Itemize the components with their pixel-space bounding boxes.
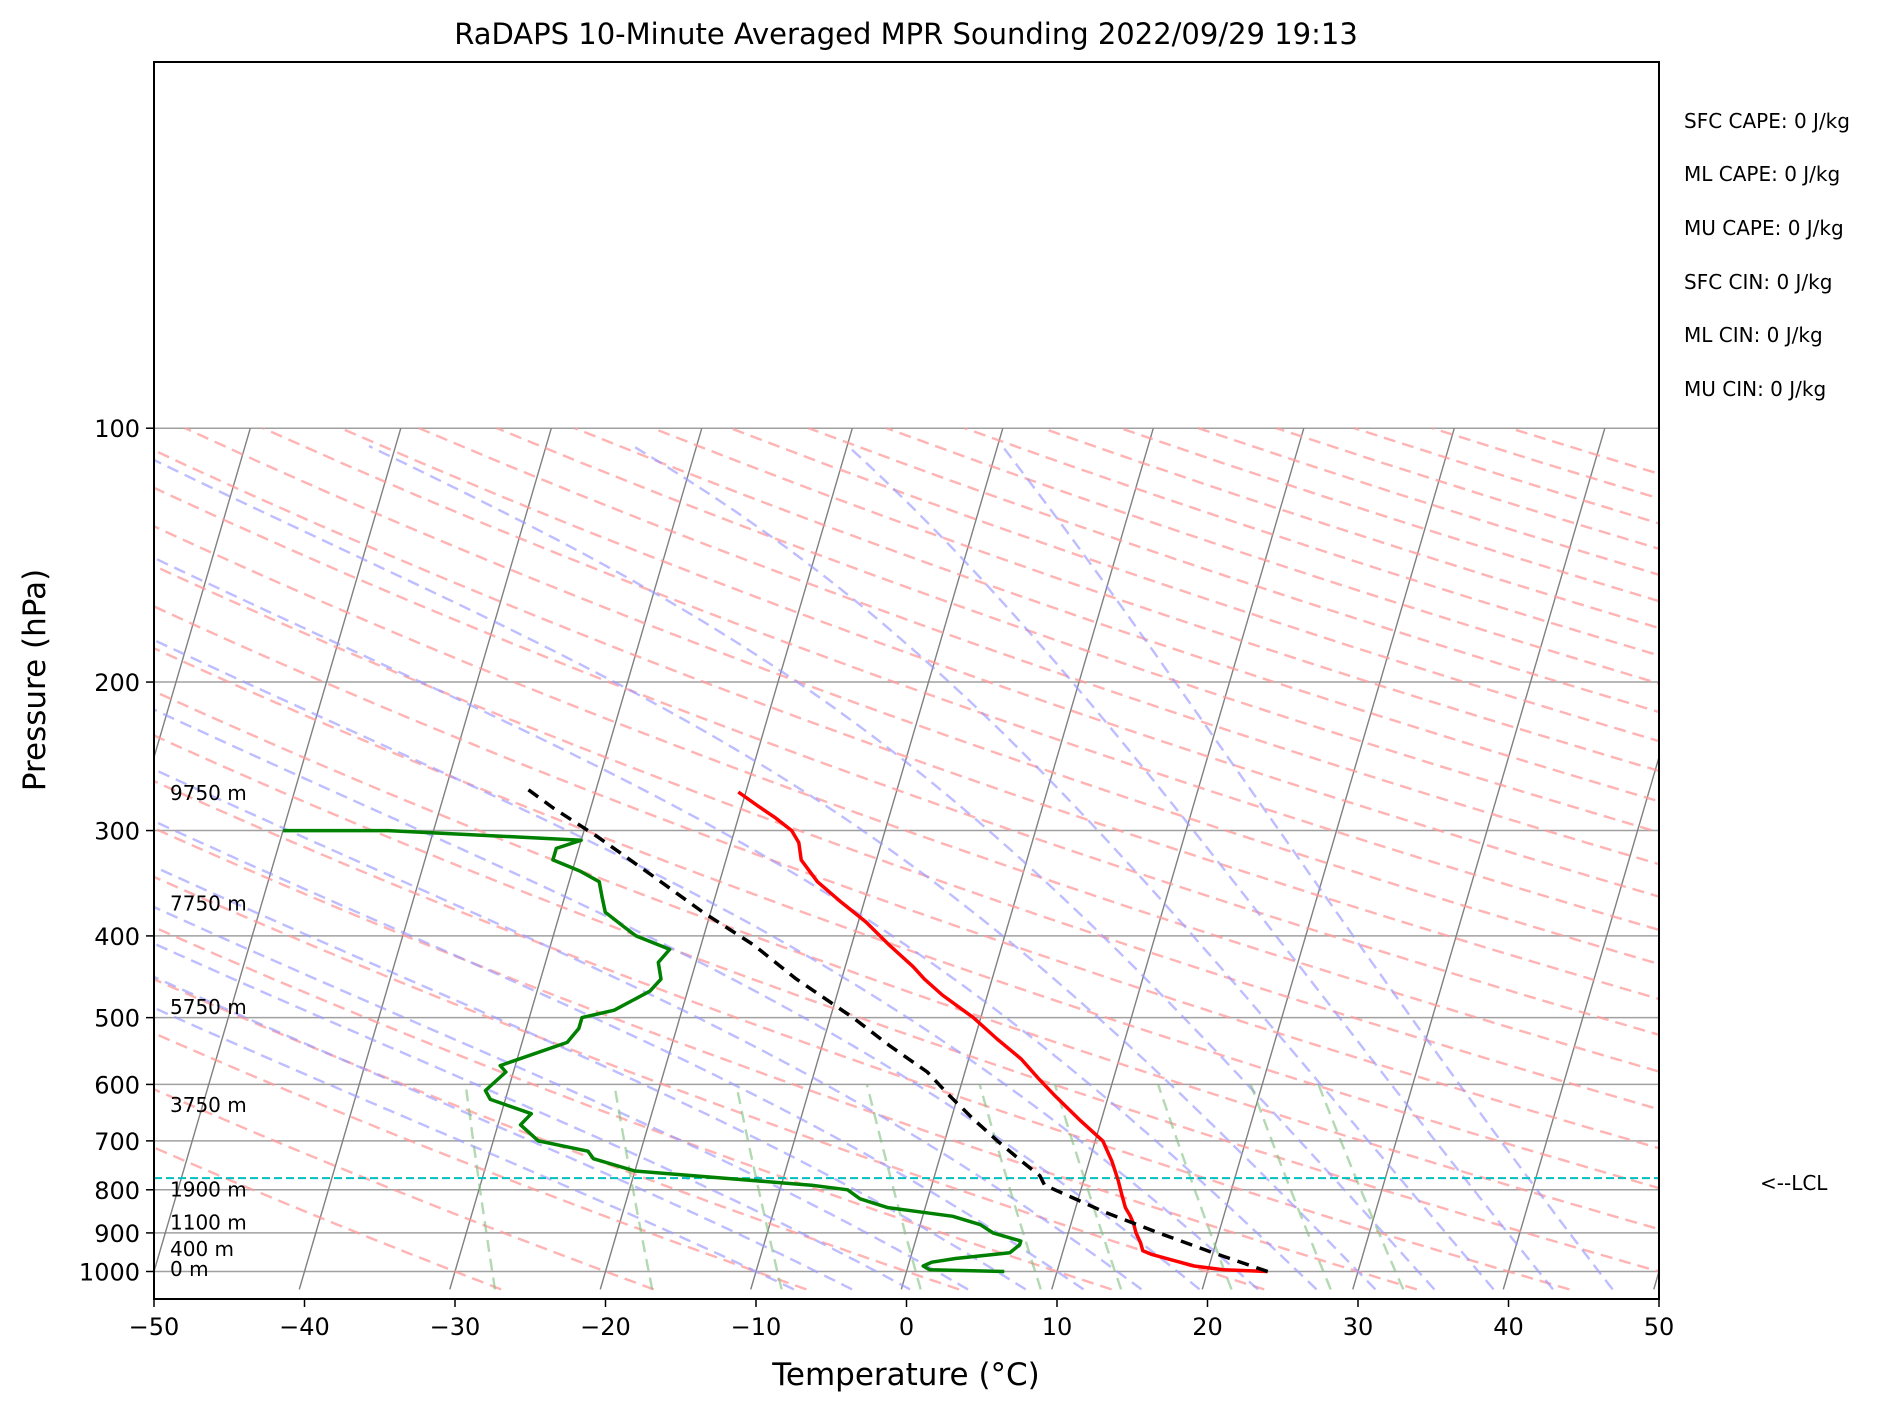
isotherm-line <box>449 428 703 1290</box>
moist-adiabat <box>154 1006 795 1291</box>
mixing-ratio-lines <box>464 1083 1405 1290</box>
x-tick-label: −50 <box>129 1313 180 1341</box>
mixing-ratio-line <box>1249 1083 1332 1290</box>
y-tick-label: 500 <box>94 1005 140 1033</box>
moist-adiabat <box>154 975 853 1291</box>
moist-adiabat <box>632 445 1495 1291</box>
stability-indices: SFC CAPE: 0 J/kg ML CAPE: 0 J/kg MU CAPE… <box>1684 109 1850 401</box>
mixing-ratio-line <box>1053 1084 1123 1290</box>
mixing-ratio-line <box>978 1084 1042 1290</box>
dry-adiabat <box>154 564 1659 1111</box>
height-labels: 9750 m 7750 m 5750 m 3750 m 1900 m 1100 m400 … <box>170 781 247 1281</box>
x-tick-label: −20 <box>580 1313 631 1341</box>
dry-adiabat <box>154 734 1659 1273</box>
dry-adiabat <box>154 486 1659 1037</box>
dry-adiabat <box>154 448 1659 1001</box>
x-tick-label: 0 <box>899 1313 914 1341</box>
moist-adiabat <box>154 638 1259 1291</box>
mixing-ratio-line <box>613 1084 654 1290</box>
height-label: 0 m <box>170 1257 209 1281</box>
isotherm-line <box>1051 428 1305 1290</box>
sfc-cape-text: SFC CAPE: 0 J/kg <box>1684 109 1850 133</box>
mixing-ratio-line <box>464 1084 497 1290</box>
isotherm-line <box>750 428 1004 1290</box>
mu-cin-text: MU CIN: 0 J/kg <box>1684 377 1826 401</box>
dry-adiabat <box>418 427 1659 866</box>
height-label: 1100 m <box>170 1211 247 1235</box>
y-tick-label: 1000 <box>79 1259 140 1287</box>
x-tick-label: 20 <box>1192 1313 1223 1341</box>
ml-cin-text: ML CIN: 0 J/kg <box>1684 323 1823 347</box>
height-label: 5750 m <box>170 995 247 1019</box>
moist-adiabat <box>154 819 1085 1291</box>
x-tick-label: 50 <box>1644 1313 1675 1341</box>
height-label: 9750 m <box>170 781 247 805</box>
isotherm-line <box>154 428 402 1274</box>
height-label: 7750 m <box>170 891 247 915</box>
dry-adiabat <box>154 605 1659 1150</box>
dry-adiabat <box>154 646 1659 1190</box>
y-tick-label: 400 <box>94 923 140 951</box>
isotherm-line <box>298 428 552 1290</box>
dry-adiabat <box>154 689 1659 1231</box>
y-tick-label: 900 <box>94 1220 140 1248</box>
y-tick-label: 600 <box>94 1071 140 1099</box>
parcel-profile-line <box>521 783 1269 1274</box>
mu-cape-text: MU CAPE: 0 J/kg <box>1684 216 1844 240</box>
temperature-profile-line <box>737 790 1268 1274</box>
y-tick-label: 100 <box>94 415 140 443</box>
y-tick-label: 700 <box>94 1128 140 1156</box>
moist-adiabat <box>154 556 1318 1291</box>
dewpoint-profile-line <box>283 828 1023 1274</box>
y-tick-label: 300 <box>94 818 140 846</box>
x-tick-label: 10 <box>1042 1313 1073 1341</box>
moist-adiabat <box>1001 445 1614 1291</box>
dry-adiabat-lines <box>154 427 1659 1291</box>
chart-title: RaDAPS 10-Minute Averaged MPR Sounding 2… <box>454 17 1358 51</box>
moist-adiabat <box>154 905 969 1291</box>
mixing-ratio-line <box>1317 1083 1405 1290</box>
height-label: 3750 m <box>170 1093 247 1117</box>
ml-cape-text: ML CAPE: 0 J/kg <box>1684 162 1840 186</box>
x-tick-label: 30 <box>1343 1313 1374 1341</box>
isotherm-line <box>154 428 251 760</box>
dry-adiabat <box>154 875 1265 1291</box>
moist-adiabat <box>154 708 1201 1291</box>
moist-adiabat <box>847 445 1554 1291</box>
y-axis-label: Pressure (hPa) <box>17 569 53 791</box>
x-tick-label: −30 <box>430 1313 481 1341</box>
dry-adiabat <box>154 1146 502 1291</box>
x-tick-label: −10 <box>731 1313 782 1341</box>
sounding-series <box>283 783 1269 1274</box>
moist-adiabat <box>154 768 1143 1291</box>
moist-adiabat-lines <box>154 445 1614 1291</box>
mixing-ratio-line <box>735 1084 783 1290</box>
dry-adiabat <box>154 925 1112 1291</box>
isotherm-line <box>1502 754 1659 1290</box>
dry-adiabat <box>154 525 1659 1073</box>
dry-adiabat <box>154 779 1570 1291</box>
x-tick-label: 40 <box>1493 1313 1524 1341</box>
isotherm-line <box>599 428 853 1290</box>
sfc-cin-text: SFC CIN: 0 J/kg <box>1684 270 1832 294</box>
y-tick-label: 800 <box>94 1177 140 1205</box>
x-axis-label: Temperature (°C) <box>771 1357 1040 1393</box>
moist-adiabat <box>368 445 1436 1291</box>
moist-adiabat <box>154 458 1377 1291</box>
lcl-label: <--LCL <box>1760 1171 1828 1195</box>
y-tick-label: 200 <box>94 669 140 697</box>
moist-adiabat <box>154 865 1027 1291</box>
x-tick-label: −40 <box>279 1313 330 1341</box>
x-axis-ticks: −50 −40 −30 −20 −10 0 10 20 30 40 50 <box>129 1299 1675 1341</box>
mixing-ratio-line <box>865 1084 922 1290</box>
height-label: 400 m <box>170 1237 234 1261</box>
dry-adiabat <box>262 427 1659 932</box>
height-label: 1900 m <box>170 1178 247 1202</box>
y-axis-ticks: 100 200 300 400 500 600 700 800 900 1000 <box>79 415 154 1287</box>
isotherm-line <box>900 428 1154 1290</box>
dry-adiabat <box>574 427 1659 803</box>
mixing-ratio-line <box>1156 1084 1233 1290</box>
